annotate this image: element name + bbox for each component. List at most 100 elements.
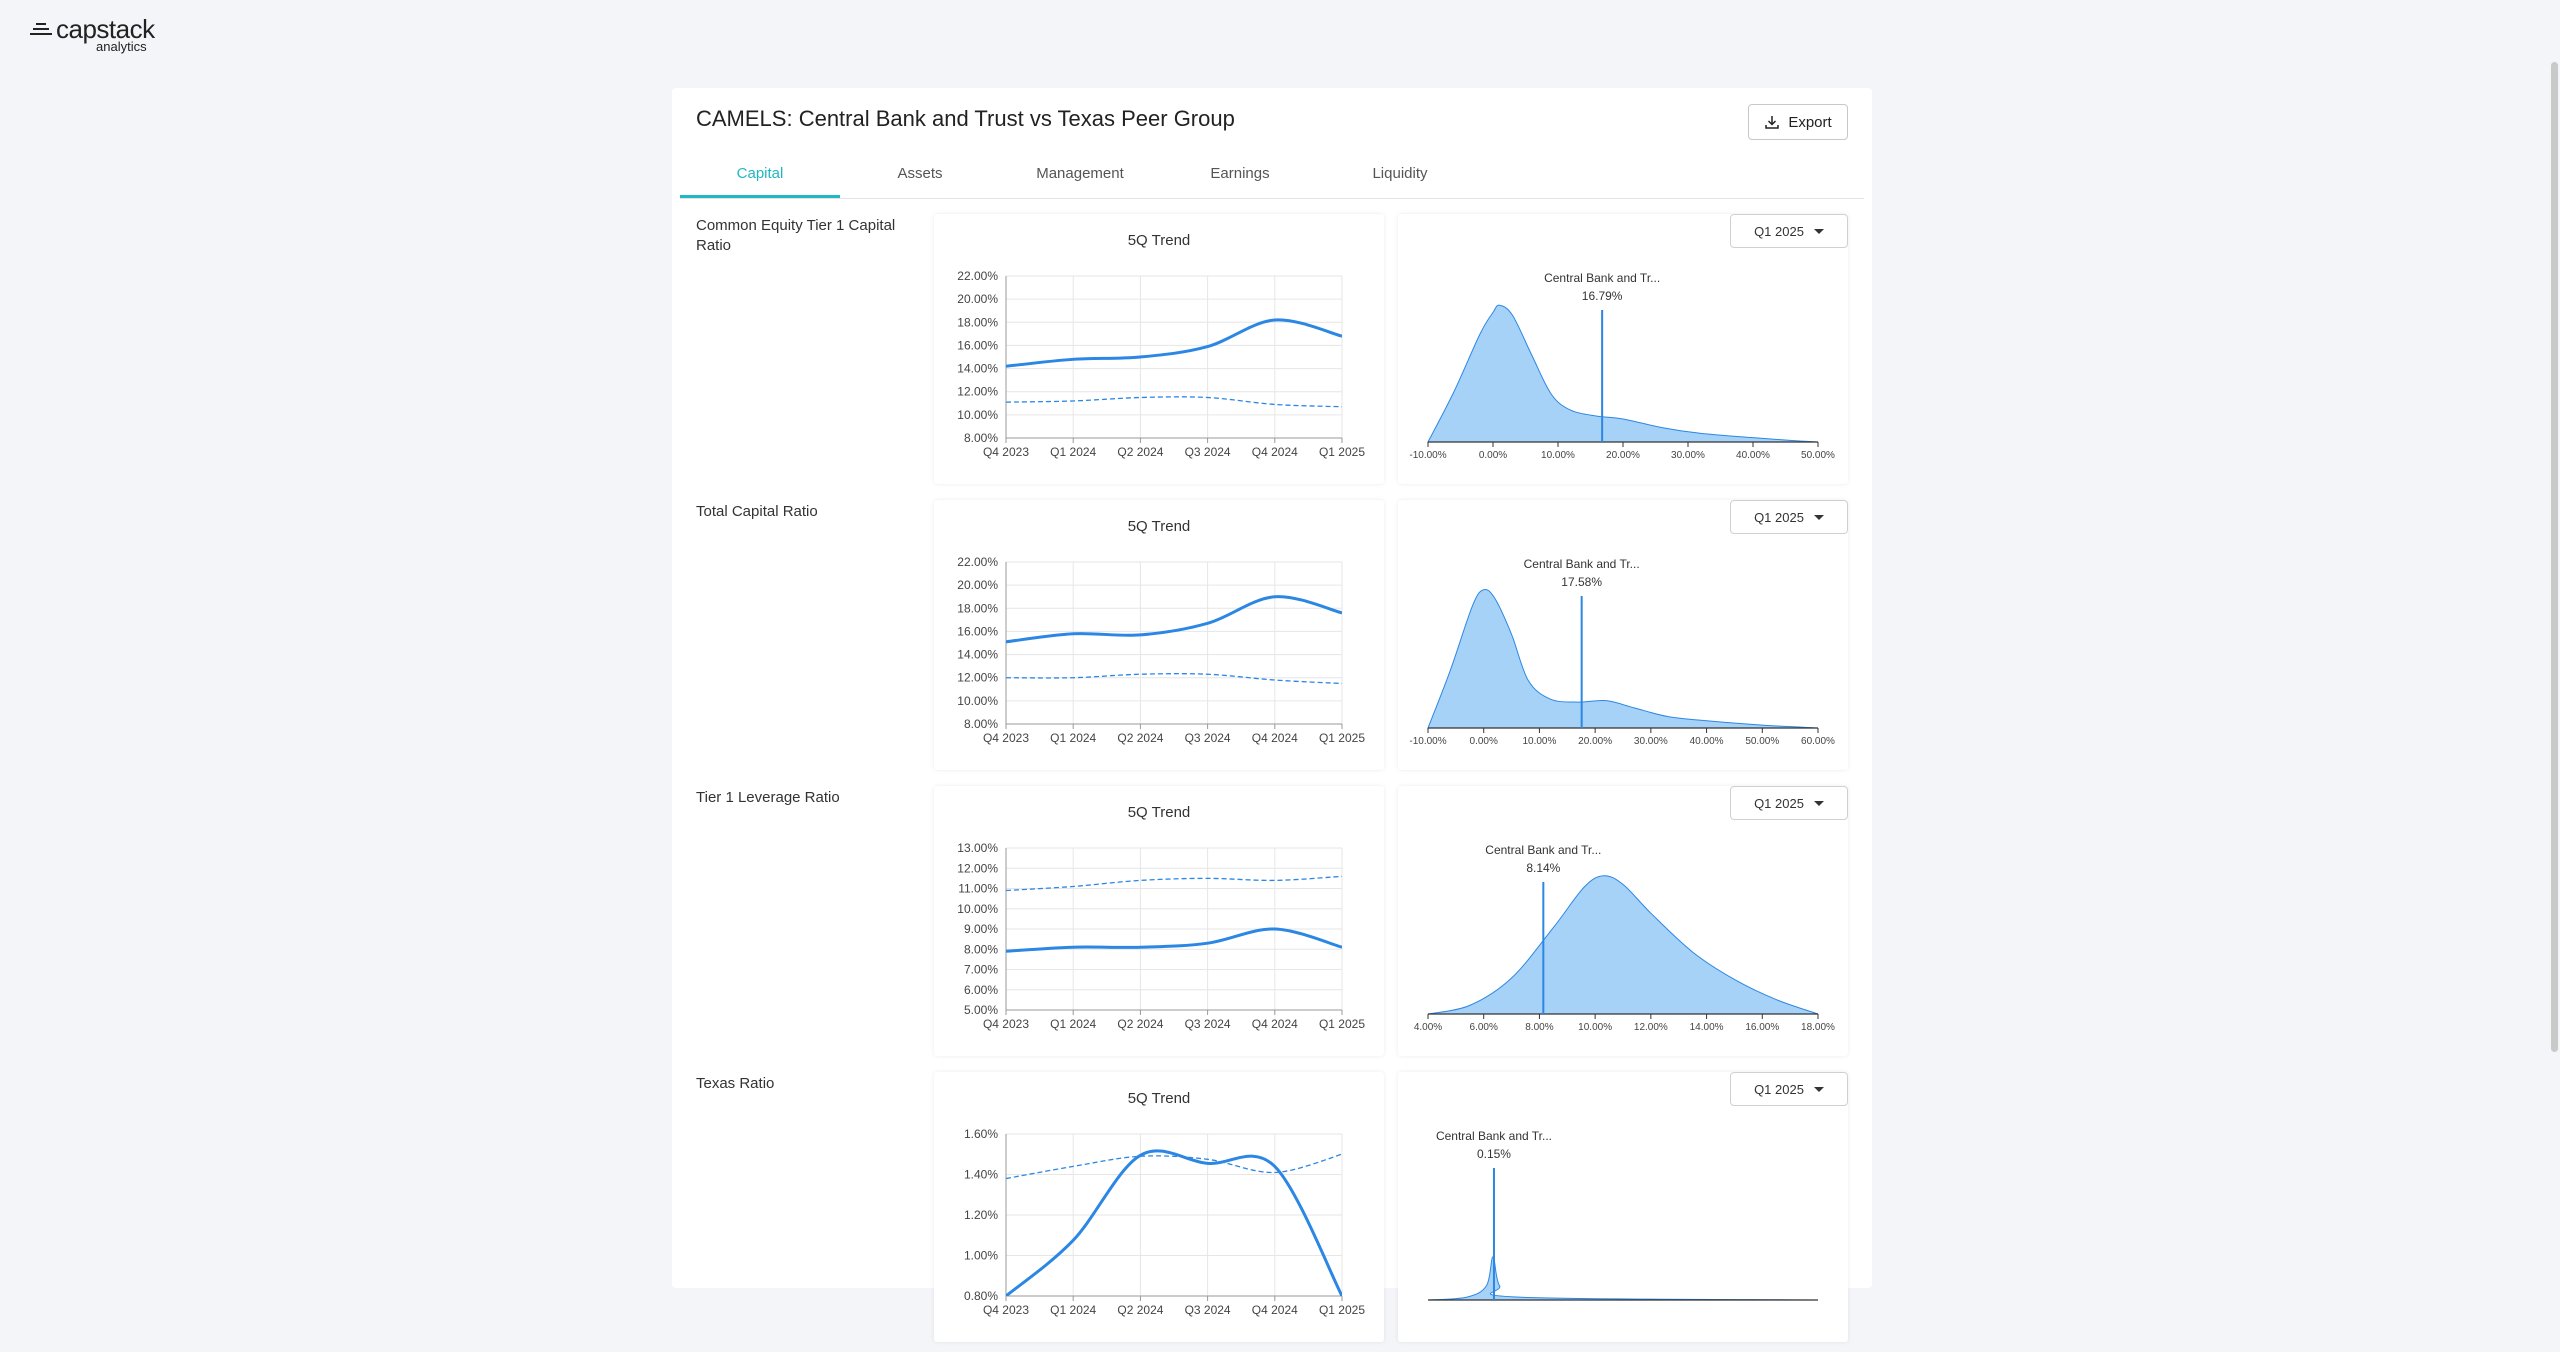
y-tick-label: 6.00%	[964, 983, 998, 997]
metric-row: Texas Ratio 5Q Trend 1.60% 1.40% 1.20% 1.00% 0…	[672, 1072, 1872, 1352]
bank-marker-name: Central Bank and Tr...	[1524, 557, 1640, 571]
y-tick-label: 1.00%	[964, 1249, 998, 1263]
y-tick-label: 10.00%	[957, 694, 998, 708]
x-tick-label: 8.00%	[1525, 1022, 1553, 1033]
x-tick-label: 14.00%	[1690, 1022, 1724, 1033]
quarter-select-value: Q1 2025	[1754, 795, 1804, 811]
metric-label: Tier 1 Leverage Ratio	[696, 789, 840, 806]
y-tick-label: 12.00%	[957, 385, 998, 399]
metric-row: Common Equity Tier 1 Capital Ratio 5Q Tre…	[672, 214, 1872, 494]
x-tick-label: Q3 2024	[1185, 1017, 1231, 1031]
metric-row: Tier 1 Leverage Ratio 5Q Trend 13.00% 12.00…	[672, 786, 1872, 1066]
tab-earnings[interactable]: Earnings	[1210, 165, 1270, 182]
export-label: Export	[1788, 113, 1832, 131]
x-tick-label: Q2 2024	[1117, 1017, 1163, 1031]
x-tick-label: 10.00%	[1578, 1022, 1612, 1033]
x-tick-label: 60.00%	[1801, 736, 1835, 747]
x-tick-label: Q3 2024	[1185, 1303, 1231, 1317]
x-tick-label: 20.00%	[1606, 450, 1640, 461]
x-tick-label: Q1 2024	[1050, 1303, 1096, 1317]
export-button[interactable]: Export	[1748, 104, 1848, 140]
distribution-chart: 4.00% 6.00% 8.00% 10.00% 12.00% 14.00% 16.00% 1…	[1414, 843, 1835, 1033]
x-tick-label: 50.00%	[1801, 450, 1835, 461]
y-tick-label: 13.00%	[957, 841, 998, 855]
tab-management[interactable]: Management	[1036, 165, 1124, 182]
x-tick-label: Q2 2024	[1117, 731, 1163, 745]
y-tick-label: 8.00%	[964, 431, 998, 445]
bank-marker-name: Central Bank and Tr...	[1436, 1129, 1552, 1143]
y-tick-label: 16.00%	[957, 338, 998, 352]
x-tick-label: -10.00%	[1409, 450, 1446, 461]
bank-marker-value: 0.15%	[1477, 1147, 1511, 1161]
y-tick-label: 14.00%	[957, 362, 998, 376]
x-tick-label: Q1 2025	[1319, 445, 1365, 459]
x-tick-label: 50.00%	[1745, 736, 1779, 747]
trend-chart-title: 5Q Trend	[1127, 1090, 1191, 1107]
bank-marker-name: Central Bank and Tr...	[1544, 271, 1660, 285]
y-tick-label: 8.00%	[964, 942, 998, 956]
x-tick-label: Q3 2024	[1185, 731, 1231, 745]
distribution-chart: -10.00% 0.00% 10.00% 20.00% 30.00% 40.00% 50.0…	[1409, 557, 1835, 747]
y-tick-label: 5.00%	[964, 1003, 998, 1017]
y-tick-label: 1.60%	[964, 1127, 998, 1141]
trend-chart: 22.00% 20.00% 18.00% 16.00% 14.00% 12.00% 10.0…	[957, 555, 1365, 745]
tab-liquidity[interactable]: Liquidity	[1372, 165, 1428, 182]
bank-marker-value: 16.79%	[1582, 289, 1623, 303]
quarter-select[interactable]: Q1 2025	[1730, 786, 1848, 820]
x-tick-label: 12.00%	[1634, 1022, 1668, 1033]
logo-wordmark: capstack	[56, 14, 155, 44]
distribution-chart: Central Bank and Tr... 0.15%	[1427, 1129, 1819, 1301]
caret-down-icon	[1813, 1086, 1824, 1092]
y-tick-label: 16.00%	[957, 624, 998, 638]
peer-series-line	[1006, 396, 1342, 408]
y-tick-label: 10.00%	[957, 902, 998, 916]
x-tick-label: Q4 2023	[983, 731, 1029, 745]
x-tick-label: 30.00%	[1671, 450, 1705, 461]
metric-row: Total Capital Ratio 5Q Trend 22.00% 20.00% 1…	[672, 500, 1872, 780]
y-tick-label: 18.00%	[957, 315, 998, 329]
y-tick-label: 14.00%	[957, 648, 998, 662]
page-scrollbar[interactable]	[2548, 62, 2560, 1052]
bank-series-line	[1006, 318, 1342, 368]
y-tick-label: 18.00%	[957, 601, 998, 615]
x-tick-label: Q1 2024	[1050, 445, 1096, 459]
peer-distribution-area	[1427, 588, 1819, 729]
quarter-select[interactable]: Q1 2025	[1730, 1072, 1848, 1106]
trend-chart-title: 5Q Trend	[1127, 804, 1191, 821]
x-tick-label: 18.00%	[1801, 1022, 1835, 1033]
x-tick-label: 20.00%	[1578, 736, 1612, 747]
x-tick-label: Q4 2024	[1252, 731, 1298, 745]
trend-chart-panel: 5Q Trend 13.00% 12.00% 11.00% 10.00% 9.00% 8.0…	[934, 786, 1384, 1056]
y-tick-label: 7.00%	[964, 963, 998, 977]
x-tick-label: -10.00%	[1409, 736, 1446, 747]
y-tick-label: 10.00%	[957, 408, 998, 422]
trend-chart-panel: 5Q Trend 22.00% 20.00% 18.00% 16.00% 14.00% 12…	[934, 214, 1384, 484]
trend-chart: 1.60% 1.40% 1.20% 1.00% 0.80%Q4 2023 Q1 2024 Q…	[964, 1127, 1365, 1317]
x-tick-label: 16.00%	[1745, 1022, 1779, 1033]
distribution-chart: -10.00% 0.00% 10.00% 20.00% 30.00% 40.00% 50.0…	[1409, 271, 1835, 461]
distribution-chart-panel: Q1 2025 -10.00% 0.00% 10.00% 20.00% 30.00% 40.…	[1398, 214, 1848, 484]
tab-assets[interactable]: Assets	[897, 165, 943, 182]
x-tick-label: Q1 2024	[1050, 731, 1096, 745]
bank-marker-name: Central Bank and Tr...	[1485, 843, 1601, 857]
x-tick-label: Q1 2025	[1319, 1017, 1365, 1031]
distribution-chart-panel: Q1 2025 4.00% 6.00% 8.00% 10.00% 12.00% 14.00%…	[1398, 786, 1848, 1056]
y-tick-label: 12.00%	[957, 861, 998, 875]
scrollbar-thumb[interactable]	[2551, 62, 2558, 1052]
tab-capital[interactable]: Capital	[680, 158, 840, 198]
x-tick-label: 30.00%	[1634, 736, 1668, 747]
x-tick-label: Q4 2024	[1252, 445, 1298, 459]
caret-down-icon	[1813, 800, 1824, 806]
trend-chart: 22.00% 20.00% 18.00% 16.00% 14.00% 12.00% 10.0…	[957, 269, 1365, 459]
quarter-select[interactable]: Q1 2025	[1730, 214, 1848, 248]
quarter-select[interactable]: Q1 2025	[1730, 500, 1848, 534]
x-tick-label: Q1 2024	[1050, 1017, 1096, 1031]
trend-chart-panel: 5Q Trend 22.00% 20.00% 18.00% 16.00% 14.00% 12…	[934, 500, 1384, 770]
trend-chart-panel: 5Q Trend 1.60% 1.40% 1.20% 1.00% 0.80% Q4 2023…	[934, 1072, 1384, 1342]
x-tick-label: Q3 2024	[1185, 445, 1231, 459]
x-tick-label: Q2 2024	[1117, 445, 1163, 459]
y-tick-label: 9.00%	[964, 922, 998, 936]
capstack-logo[interactable]: capstack analytics	[30, 14, 160, 54]
y-tick-label: 0.80%	[964, 1289, 998, 1303]
x-tick-label: Q1 2025	[1319, 731, 1365, 745]
